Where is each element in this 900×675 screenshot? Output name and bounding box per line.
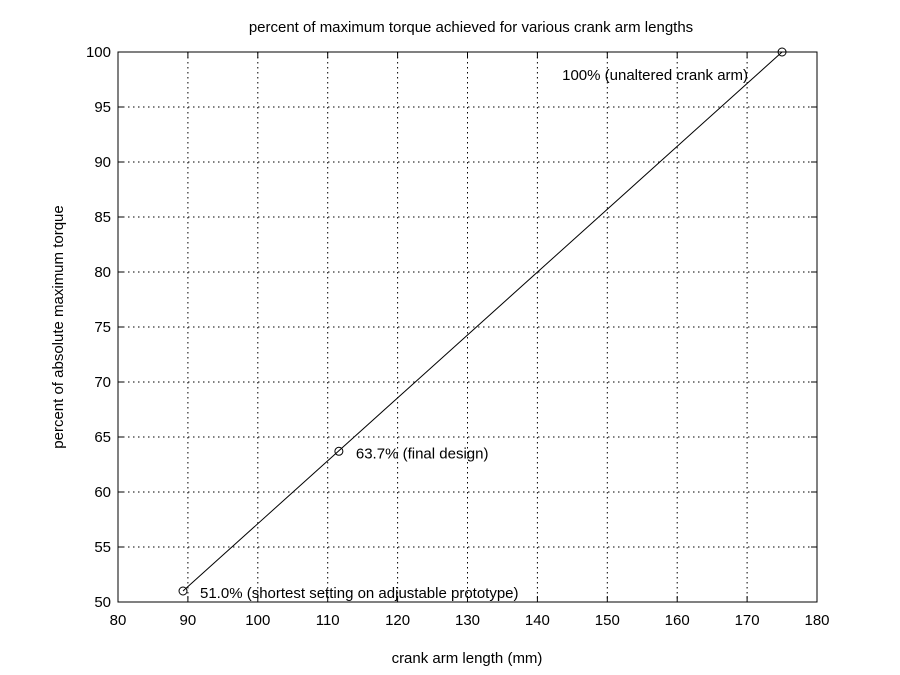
y-tick-label: 50 [94, 594, 111, 611]
data-point-label: 100% (unaltered crank arm) [562, 67, 748, 84]
x-axis-ticks: 80 90 100 110 120 130 140 150 160 170 180 [110, 52, 830, 629]
data-point-label: 63.7% (final design) [356, 445, 489, 462]
y-tick-label: 65 [94, 429, 111, 446]
y-tick-label: 85 [94, 209, 111, 226]
series-layer [182, 51, 783, 592]
x-tick-label: 100 [245, 612, 270, 629]
x-tick-label: 170 [735, 612, 760, 629]
x-tick-label: 120 [385, 612, 410, 629]
x-tick-label: 150 [595, 612, 620, 629]
x-tick-label: 130 [455, 612, 480, 629]
y-tick-label: 70 [94, 374, 111, 391]
data-point-marker [178, 586, 188, 596]
x-axis-label: crank arm length (mm) [392, 650, 543, 667]
y-tick-label: 100 [86, 44, 111, 61]
x-tick-label: 180 [804, 612, 829, 629]
data-point-marker [334, 446, 344, 456]
x-tick-label: 90 [180, 612, 197, 629]
grid-lines [118, 52, 817, 602]
y-tick-label: 95 [94, 99, 111, 116]
y-axis-ticks: 50 55 60 65 70 75 80 85 90 95 100 [86, 44, 817, 611]
data-point-label: 51.0% (shortest setting on adjustable pr… [200, 585, 519, 602]
y-axis-label: percent of absolute maximum torque [50, 205, 67, 448]
x-tick-label: 80 [110, 612, 127, 629]
y-tick-label: 55 [94, 539, 111, 556]
x-tick-label: 140 [525, 612, 550, 629]
x-tick-label: 110 [316, 612, 340, 629]
y-tick-label: 75 [94, 319, 111, 336]
y-tick-label: 60 [94, 484, 111, 501]
x-tick-label: 160 [665, 612, 690, 629]
y-tick-label: 80 [94, 264, 111, 281]
chart-title: percent of maximum torque achieved for v… [249, 19, 693, 36]
series-line [182, 51, 783, 592]
data-point-marker [777, 47, 787, 57]
y-tick-label: 90 [94, 154, 111, 171]
markers-layer: 51.0% (shortest setting on adjustable pr… [178, 47, 787, 602]
